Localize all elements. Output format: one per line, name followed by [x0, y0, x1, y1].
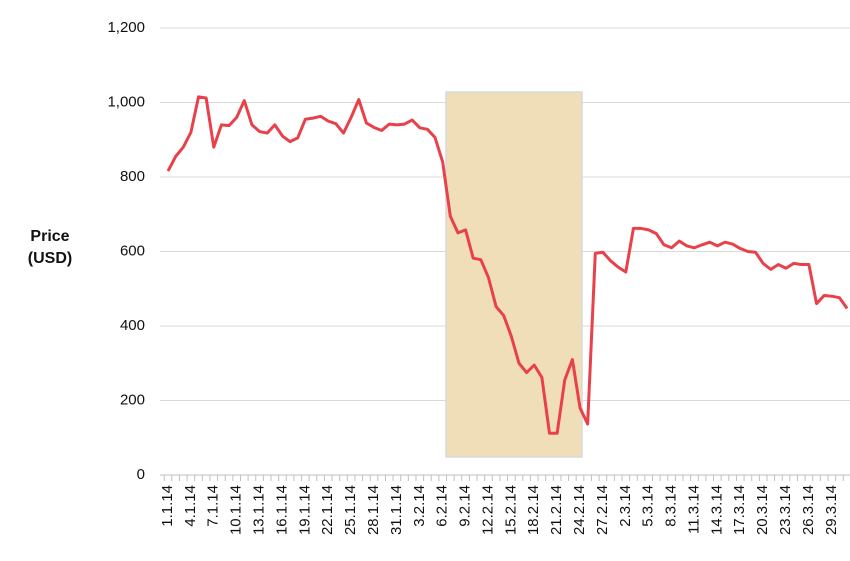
x-tick-label: 9.2.14 [457, 485, 474, 527]
x-tick-label: 29.3.14 [823, 485, 840, 535]
x-tick-label: 19.1.14 [296, 485, 313, 535]
x-tick-label: 4.1.14 [182, 485, 199, 527]
x-tick-label: 12.2.14 [479, 485, 496, 535]
highlight-region [445, 91, 583, 458]
x-tick-label: 23.3.14 [777, 485, 794, 535]
x-tick-label: 25.1.14 [342, 485, 359, 535]
y-tick-label: 400 [120, 317, 145, 334]
x-tick-label: 8.3.14 [663, 485, 680, 527]
x-tick-label: 31.1.14 [388, 485, 405, 535]
x-tick-label: 10.1.14 [228, 485, 245, 535]
x-tick-label: 13.1.14 [251, 485, 268, 535]
y-tick-label: 1,200 [107, 19, 145, 36]
y-tick-label: 600 [120, 242, 145, 259]
x-tick-label: 14.3.14 [708, 485, 725, 535]
x-tick-label: 16.1.14 [273, 485, 290, 535]
y-tick-label: 200 [120, 391, 145, 408]
x-tick-label: 21.2.14 [548, 485, 565, 535]
x-tick-label: 1.1.14 [159, 485, 176, 527]
x-tick-label: 26.3.14 [800, 485, 817, 535]
x-tick-label: 7.1.14 [205, 485, 222, 527]
x-tick-label: 18.2.14 [525, 485, 542, 535]
x-tick-label: 20.3.14 [754, 485, 771, 535]
x-tick-label: 3.2.14 [411, 485, 428, 527]
x-tick-label: 24.2.14 [571, 485, 588, 535]
x-tick-label: 11.3.14 [685, 485, 702, 534]
x-tick-label: 15.2.14 [502, 485, 519, 535]
y-tick-label: 0 [137, 466, 145, 483]
y-tick-label: 800 [120, 168, 145, 185]
x-tick-label: 6.2.14 [434, 485, 451, 527]
x-tick-label: 27.2.14 [594, 485, 611, 535]
y-axis-label: Price (USD) [27, 228, 73, 267]
x-tick-label: 5.3.14 [640, 485, 657, 527]
x-tick-label: 28.1.14 [365, 485, 382, 535]
x-tick-label: 22.1.14 [319, 485, 336, 535]
x-tick-label: 17.3.14 [731, 485, 748, 535]
y-tick-label: 1,000 [107, 93, 145, 110]
price-line [166, 95, 849, 435]
x-tick-label: 2.3.14 [617, 485, 634, 527]
